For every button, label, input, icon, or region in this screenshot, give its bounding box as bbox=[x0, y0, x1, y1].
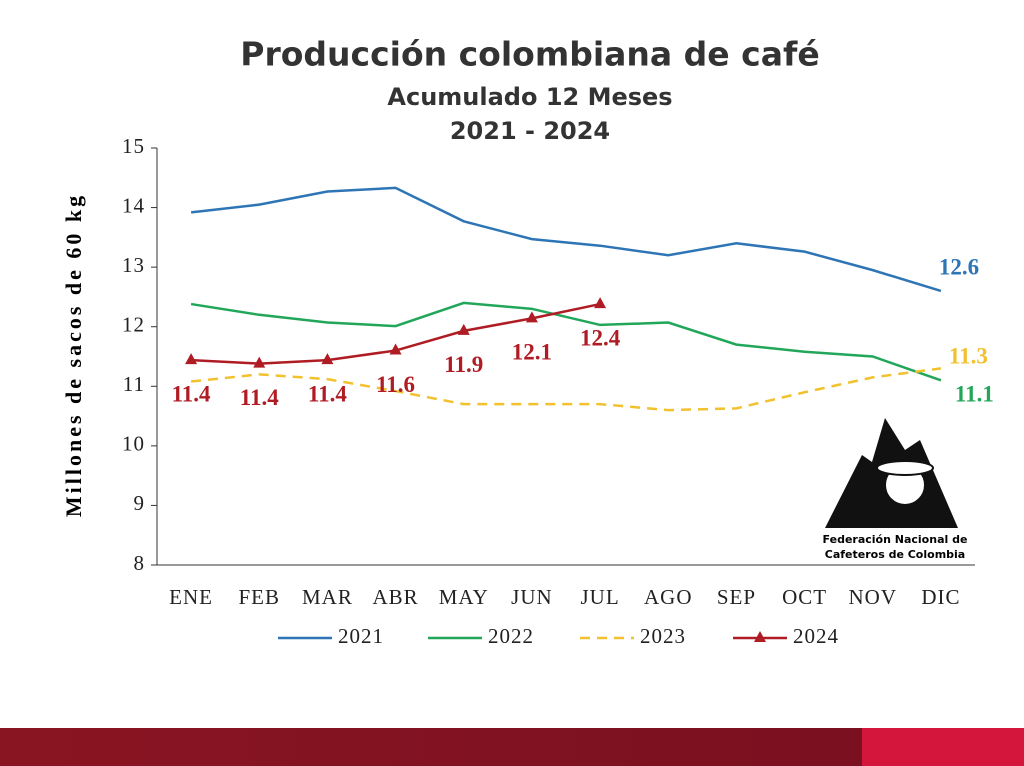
x-tick-label: ENE bbox=[169, 585, 213, 609]
series-marker bbox=[253, 356, 266, 368]
legend-label: 2021 bbox=[338, 624, 384, 648]
series-marker bbox=[389, 343, 402, 355]
series-marker bbox=[594, 297, 607, 309]
logo-text: Cafeteros de Colombia bbox=[825, 548, 965, 561]
footer-bar bbox=[862, 728, 1024, 766]
series-line bbox=[190, 367, 942, 412]
chart-subtitle: Acumulado 12 Meses bbox=[387, 83, 672, 111]
x-tick-label: MAY bbox=[439, 585, 489, 609]
chart-title: Producción colombiana de café bbox=[240, 35, 819, 74]
legend-label: 2024 bbox=[793, 624, 839, 648]
value-label: 11.4 bbox=[240, 385, 279, 410]
x-tick-label: DIC bbox=[921, 585, 960, 609]
x-tick-label: MAR bbox=[302, 585, 353, 609]
value-label: 11.4 bbox=[172, 381, 211, 406]
value-label: 11.1 bbox=[955, 382, 994, 407]
series-marker bbox=[457, 323, 470, 335]
y-axis-label: Millones de sacos de 60 kg bbox=[61, 193, 86, 517]
x-tick-label: SEP bbox=[717, 585, 756, 609]
legend-label: 2023 bbox=[640, 624, 686, 648]
value-label: 12.1 bbox=[512, 340, 552, 365]
y-tick-label: 8 bbox=[134, 551, 146, 575]
series-line bbox=[190, 301, 942, 382]
value-label: 11.6 bbox=[376, 372, 415, 397]
series-line bbox=[190, 186, 942, 293]
y-tick-label: 9 bbox=[134, 491, 146, 515]
y-tick-label: 11 bbox=[123, 372, 145, 396]
value-label: 12.4 bbox=[580, 325, 621, 350]
x-tick-label: FEB bbox=[238, 585, 280, 609]
logo-hat bbox=[876, 460, 934, 476]
x-tick-label: ABR bbox=[372, 585, 418, 609]
y-tick-label: 14 bbox=[122, 193, 145, 217]
y-tick-label: 10 bbox=[122, 432, 145, 456]
legend-marker bbox=[754, 631, 766, 642]
chart-period: 2021 - 2024 bbox=[450, 117, 610, 145]
x-tick-label: JUL bbox=[580, 585, 619, 609]
value-label: 12.6 bbox=[939, 254, 979, 279]
logo: Federación Nacional de Cafeteros de Colo… bbox=[823, 418, 968, 561]
x-tick-label: JUN bbox=[511, 585, 553, 609]
series-marker bbox=[525, 311, 538, 323]
series-marker bbox=[321, 353, 334, 365]
logo-text: Federación Nacional de bbox=[823, 533, 968, 546]
value-label: 11.4 bbox=[308, 381, 347, 406]
y-tick-label: 13 bbox=[122, 253, 145, 277]
value-label: 11.9 bbox=[444, 352, 483, 377]
x-tick-label: OCT bbox=[782, 585, 827, 609]
series-marker bbox=[185, 353, 198, 365]
value-label: 11.3 bbox=[949, 344, 988, 369]
x-tick-label: NOV bbox=[849, 585, 898, 609]
y-tick-label: 15 bbox=[122, 134, 145, 158]
footer-bar bbox=[0, 728, 862, 766]
y-tick-label: 12 bbox=[122, 313, 145, 337]
legend-label: 2022 bbox=[488, 624, 534, 648]
x-tick-label: AGO bbox=[644, 585, 693, 609]
